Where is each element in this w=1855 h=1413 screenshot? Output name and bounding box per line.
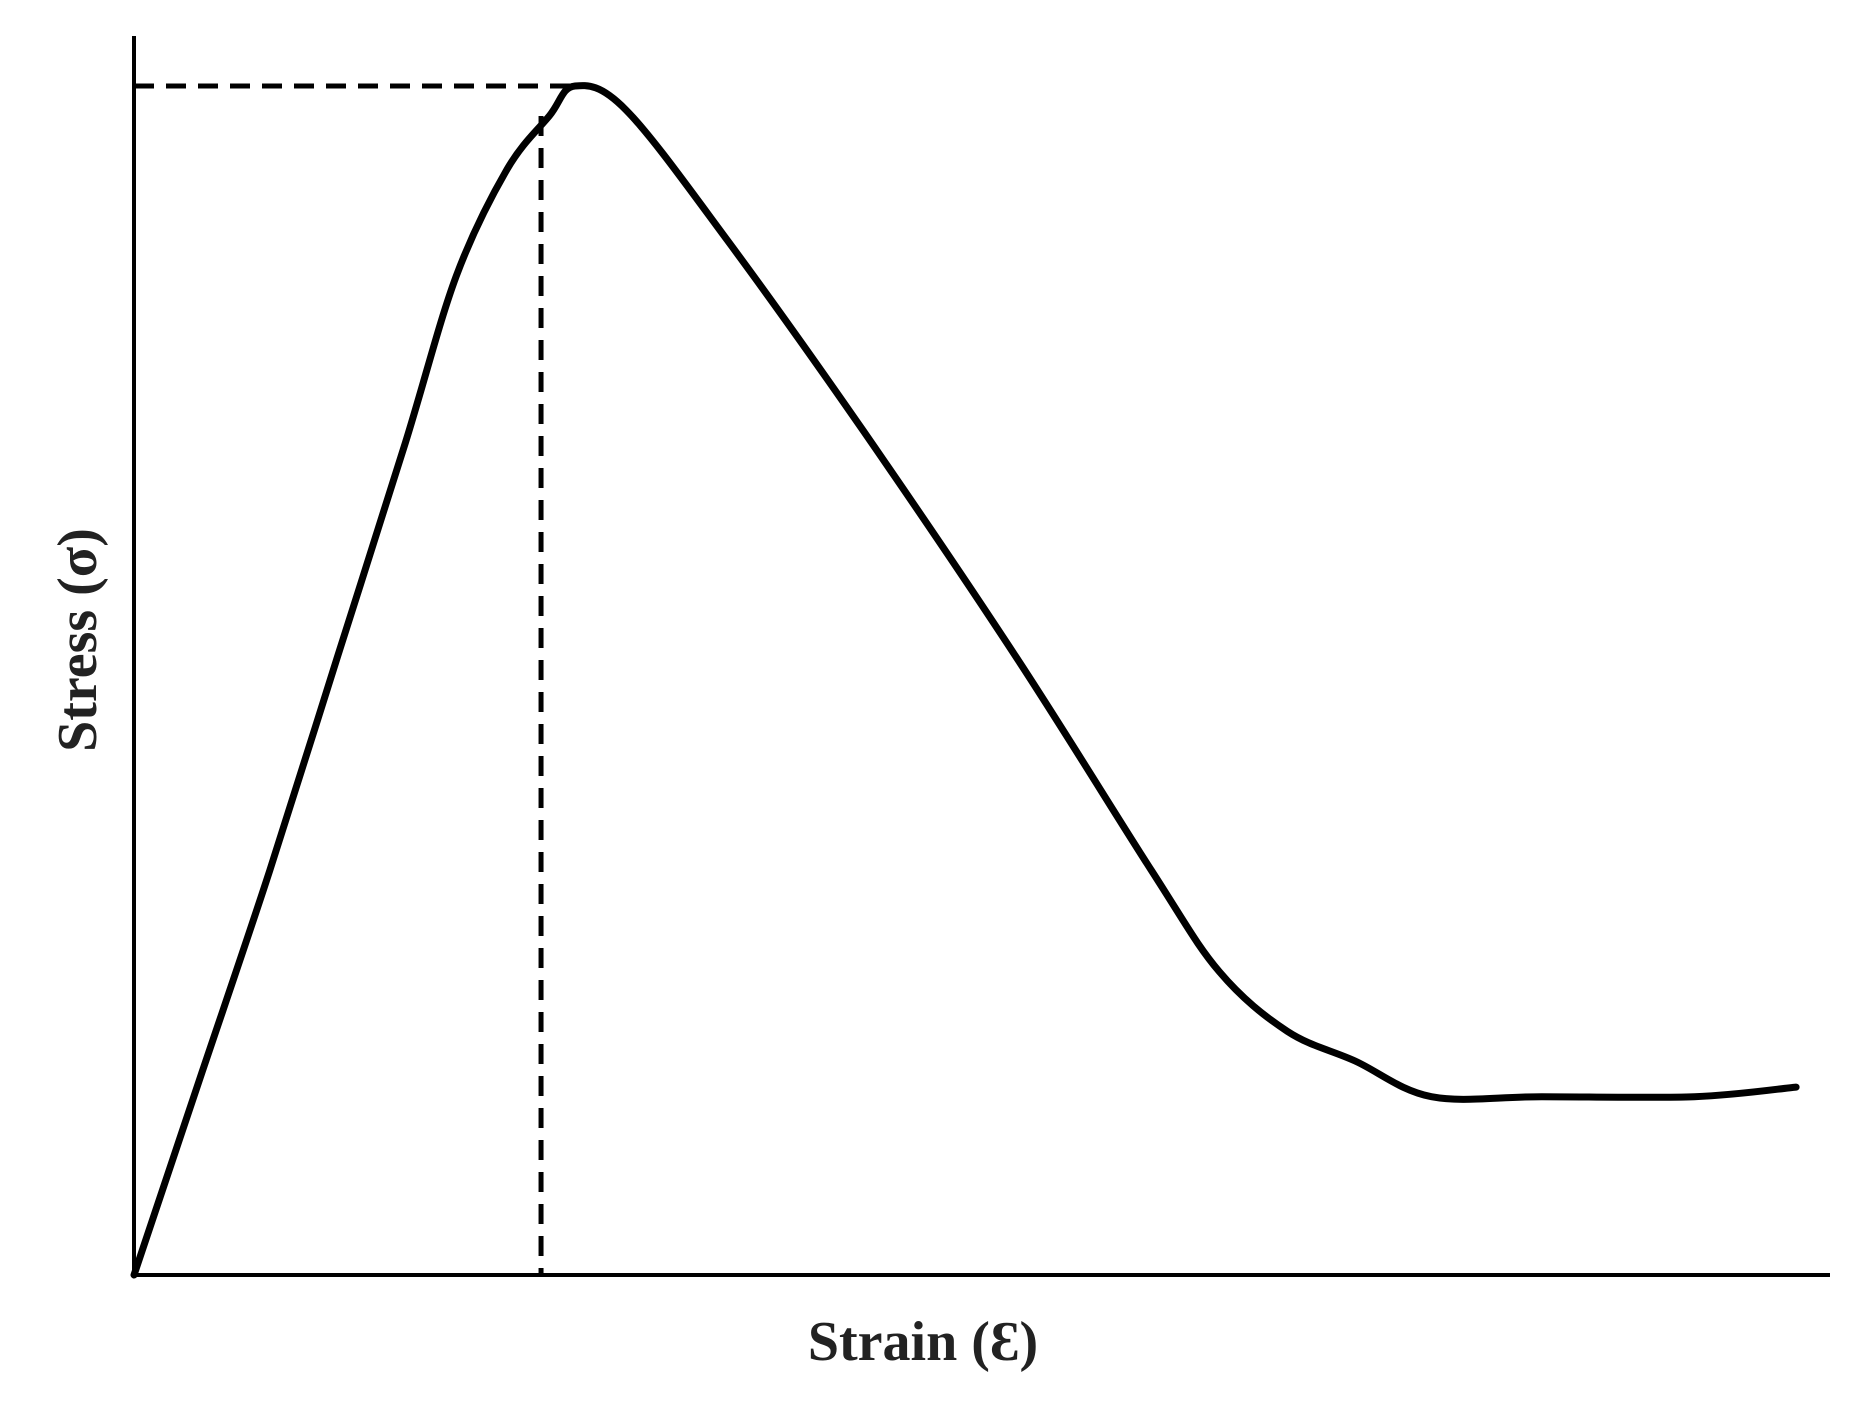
stress-strain-curve: [130, 82, 1800, 1279]
series-group: [130, 82, 1800, 1279]
y-axis-title: Stress (σ): [47, 528, 109, 752]
x-axis-title: Strain (Ɛ): [808, 1311, 1038, 1373]
plot-area: [130, 36, 1830, 1279]
peak-guides: [134, 83, 572, 1275]
